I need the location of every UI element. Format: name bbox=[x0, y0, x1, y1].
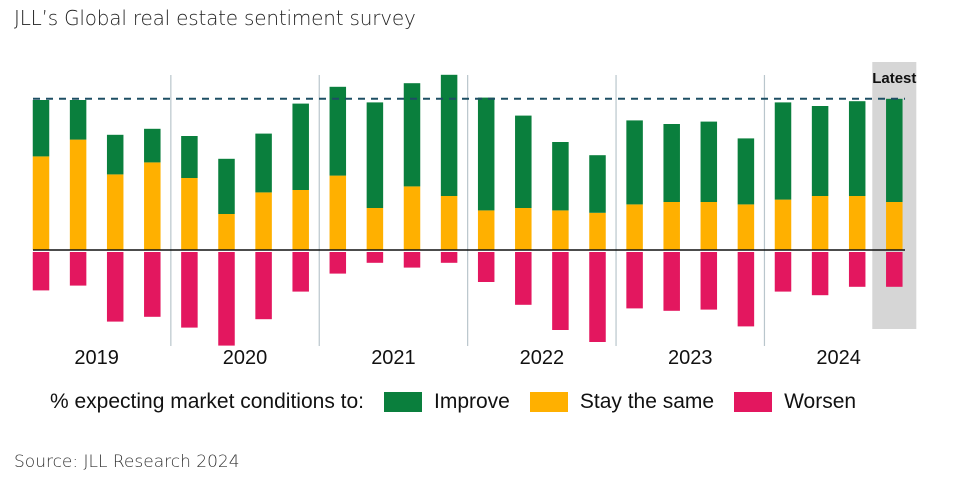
bar-worsen bbox=[329, 252, 347, 274]
bar-stay-the-same bbox=[218, 214, 235, 250]
legend-swatch-worsen bbox=[734, 392, 773, 412]
bar-improve bbox=[700, 121, 718, 202]
bar-stay-the-same bbox=[181, 178, 198, 250]
bar-improve bbox=[366, 102, 384, 208]
source-note: Source: JLL Research 2024 bbox=[14, 452, 240, 472]
bar-improve bbox=[552, 142, 569, 211]
bar-stay-the-same bbox=[403, 186, 421, 250]
bar-stay-the-same bbox=[848, 196, 866, 250]
bar-stay-the-same bbox=[774, 199, 792, 250]
legend-item-worsen: Worsen bbox=[734, 390, 856, 414]
bar-worsen bbox=[106, 252, 124, 322]
bar-worsen bbox=[255, 252, 272, 320]
bar-worsen bbox=[218, 252, 235, 346]
bar-stay-the-same bbox=[329, 175, 347, 250]
legend-label-stay-the-same: Stay the same bbox=[579, 390, 715, 413]
legend-swatch-improve bbox=[384, 392, 422, 412]
bar-stay-the-same bbox=[144, 162, 161, 250]
bar-improve bbox=[292, 103, 309, 190]
bar-improve bbox=[255, 133, 272, 193]
bar-improve bbox=[737, 138, 755, 205]
bar-stay-the-same bbox=[589, 212, 606, 250]
bar-improve bbox=[440, 74, 458, 196]
bar-stay-the-same bbox=[477, 210, 495, 250]
bar-stay-the-same bbox=[626, 204, 643, 250]
bar-improve bbox=[69, 100, 87, 140]
legend-label-improve: Improve bbox=[434, 390, 510, 413]
legend: % expecting market conditions to: Improv… bbox=[50, 388, 856, 416]
bar-worsen bbox=[181, 252, 198, 328]
bar-stay-the-same bbox=[106, 174, 124, 250]
bar-improve bbox=[181, 136, 198, 178]
bar-worsen bbox=[589, 252, 606, 342]
bar-worsen bbox=[440, 252, 458, 263]
bar-improve bbox=[774, 102, 792, 200]
year-label-2024: 2024 bbox=[816, 347, 861, 369]
year-label-2021: 2021 bbox=[371, 347, 416, 369]
bar-improve bbox=[589, 155, 606, 213]
bar-stay-the-same bbox=[811, 196, 829, 250]
bar-worsen bbox=[886, 252, 903, 287]
bar-worsen bbox=[144, 252, 161, 317]
bar-improve bbox=[515, 115, 532, 208]
bar-stay-the-same bbox=[440, 196, 458, 250]
bar-improve bbox=[663, 124, 680, 202]
year-label-2022: 2022 bbox=[520, 347, 565, 369]
bar-improve bbox=[218, 158, 235, 214]
year-label-2023: 2023 bbox=[668, 347, 713, 369]
bar-improve bbox=[329, 86, 347, 176]
stacked-bar-chart: Latest 2019 2020 2021 2022 2023 2024 bbox=[32, 62, 916, 369]
bar-stay-the-same bbox=[366, 208, 384, 250]
bar-worsen bbox=[403, 252, 421, 268]
bar-stay-the-same bbox=[515, 208, 532, 250]
bar-stay-the-same bbox=[663, 202, 680, 250]
bar-stay-the-same bbox=[886, 202, 903, 250]
bar-improve bbox=[848, 101, 866, 196]
bar-worsen bbox=[515, 252, 532, 305]
bar-worsen bbox=[366, 252, 384, 263]
year-label-2020: 2020 bbox=[223, 347, 268, 369]
bar-worsen bbox=[626, 252, 643, 309]
bar-improve bbox=[477, 97, 495, 211]
bar-worsen bbox=[69, 252, 87, 286]
bar-stay-the-same bbox=[255, 192, 272, 250]
bar-stay-the-same bbox=[292, 190, 309, 250]
latest-label: Latest bbox=[872, 70, 916, 87]
bar-worsen bbox=[552, 252, 569, 330]
bar-worsen bbox=[811, 252, 829, 296]
legend-swatch-stay-the-same bbox=[529, 392, 568, 412]
bar-worsen bbox=[663, 252, 680, 311]
bar-improve bbox=[626, 120, 643, 205]
bar-worsen bbox=[737, 252, 755, 327]
bar-improve bbox=[32, 100, 50, 157]
bar-improve bbox=[106, 134, 124, 175]
legend-item-stay-the-same: Stay the same bbox=[529, 390, 715, 414]
bar-worsen bbox=[292, 252, 309, 292]
bar-stay-the-same bbox=[69, 139, 87, 250]
bar-improve bbox=[403, 83, 421, 187]
bar-worsen bbox=[477, 252, 495, 282]
bar-worsen bbox=[848, 252, 866, 287]
bar-worsen bbox=[774, 252, 792, 292]
bar-improve bbox=[144, 128, 161, 163]
bar-improve bbox=[811, 106, 829, 196]
legend-label-worsen: Worsen bbox=[784, 390, 857, 413]
bar-stay-the-same bbox=[32, 156, 50, 250]
bar-stay-the-same bbox=[737, 204, 755, 250]
chart-title: JLL’s Global real estate sentiment surve… bbox=[14, 6, 416, 30]
legend-prefix: % expecting market conditions to: bbox=[50, 390, 364, 413]
bar-worsen bbox=[700, 252, 718, 310]
year-label-2019: 2019 bbox=[74, 347, 119, 369]
bar-stay-the-same bbox=[552, 210, 569, 250]
legend-item-improve: Improve bbox=[384, 390, 510, 414]
bar-stay-the-same bbox=[700, 202, 718, 250]
bar-improve bbox=[886, 98, 903, 202]
bar-worsen bbox=[32, 252, 50, 291]
